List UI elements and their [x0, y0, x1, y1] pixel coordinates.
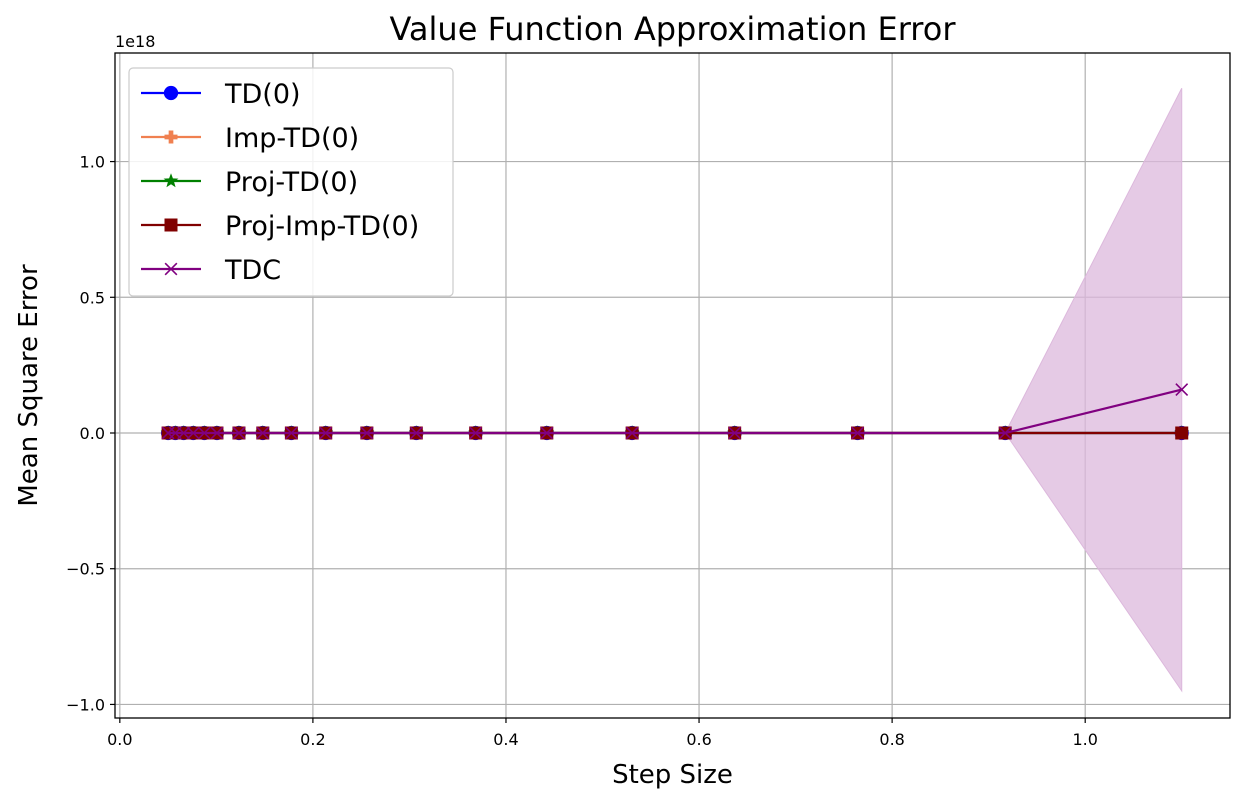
marker-x	[469, 426, 483, 440]
y-tick-label: 1.0	[80, 153, 105, 172]
marker-x	[197, 426, 211, 440]
marker-x	[728, 426, 742, 440]
marker-plus	[164, 130, 178, 144]
y-tick-label: 0.0	[80, 424, 105, 443]
marker-x	[164, 262, 178, 276]
x-tick-label: 1.0	[1072, 730, 1097, 749]
y-tick-label: −0.5	[66, 560, 105, 579]
legend-label: Proj-TD(0)	[225, 167, 358, 198]
x-tick-label: 0.8	[879, 730, 904, 749]
x-tick-label: 0.0	[107, 730, 132, 749]
marker-x	[210, 426, 224, 440]
marker-x	[409, 426, 423, 440]
marker-x	[998, 426, 1012, 440]
plot-frame	[114, 52, 1231, 719]
marker-square	[164, 218, 178, 232]
marker-x	[177, 426, 191, 440]
legend-entry: TDC	[141, 255, 281, 286]
y-axis-label: Mean Square Error	[14, 264, 44, 507]
y-axis-ticks: −1.0 −0.5 0.0 0.5 1.0	[66, 153, 115, 714]
x-tick-label: 0.4	[493, 730, 518, 749]
marker-x	[256, 426, 270, 440]
legend-entry: TD(0)	[141, 79, 301, 110]
legend-label: TDC	[224, 255, 281, 286]
marker-circle	[163, 85, 179, 101]
chart-title: Value Function Approximation Error	[390, 10, 957, 48]
legend-box	[128, 67, 454, 297]
legend-entry: Proj-TD(0)	[141, 167, 358, 198]
marker-x	[360, 426, 374, 440]
y-scale-label: 1e18	[115, 32, 155, 51]
y-tick-label: −1.0	[66, 695, 105, 714]
marker-star	[163, 173, 179, 188]
legend-label: Imp-TD(0)	[225, 123, 359, 154]
marker-x	[851, 426, 864, 440]
legend-entry: Proj-Imp-TD(0)	[141, 211, 419, 242]
series-tdc	[161, 383, 1189, 440]
marker-x	[540, 426, 554, 440]
x-axis-ticks: 0.0 0.2 0.4 0.6 0.8 1.0	[107, 718, 1098, 749]
marker-x	[1175, 383, 1189, 396]
x-axis-label: Step Size	[612, 760, 733, 790]
legend-label: Proj-Imp-TD(0)	[225, 211, 419, 242]
marker-x	[319, 426, 333, 440]
legend: TD(0) Imp-TD(0) Proj-TD(0) Proj-Imp-TD(0) TD…	[128, 67, 454, 297]
y-tick-label: 0.5	[80, 288, 105, 307]
marker-x	[625, 426, 639, 440]
series-layer	[160, 383, 1190, 441]
marker-x	[284, 426, 298, 440]
x-tick-label: 0.6	[686, 730, 711, 749]
legend-label: TD(0)	[224, 79, 301, 110]
marker-x	[232, 426, 246, 440]
marker-square	[1175, 426, 1189, 440]
legend-entry: Imp-TD(0)	[141, 123, 359, 154]
marker-x	[186, 426, 200, 440]
x-tick-label: 0.2	[300, 730, 325, 749]
